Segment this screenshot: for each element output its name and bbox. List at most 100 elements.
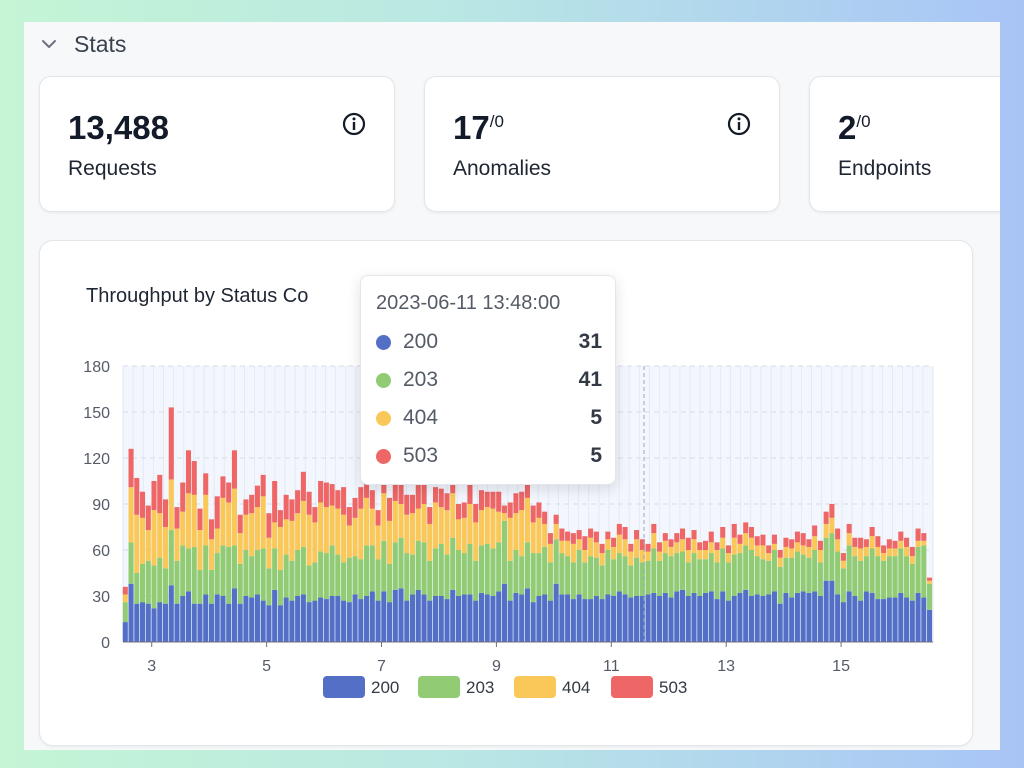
bar-segment-203 [812,550,818,592]
bar-segment-503 [570,533,576,544]
bar-segment-203 [197,569,203,604]
bar-segment-200 [748,596,754,642]
bar-segment-404 [634,539,640,558]
bar-segment-203 [605,550,611,595]
info-icon[interactable] [342,112,366,136]
series-203-dot [376,372,391,388]
bar-segment-404 [421,504,427,543]
tooltip-series-value: 5 [590,406,602,429]
bar-segment-203 [639,562,645,596]
bar-segment-503 [593,531,599,543]
bar-segment-404 [404,514,410,554]
bar-segment-404 [846,533,852,546]
bar-segment-404 [427,523,433,561]
bar-segment-404 [415,508,421,541]
bar-segment-200 [346,602,352,642]
y-tick-label: 150 [83,405,110,422]
bar-segment-203 [329,545,335,596]
info-icon[interactable] [727,112,751,136]
bar-segment-203 [398,537,404,589]
bar-segment-503 [254,485,260,508]
bar-segment-404 [507,517,513,561]
bar-segment-503 [714,542,720,550]
bar-segment-404 [651,533,657,549]
bar-segment-503 [358,487,364,509]
bar-segment-503 [455,504,462,520]
bar-segment-503 [501,505,507,514]
bar-segment-200 [249,597,255,642]
bar-segment-200 [404,600,410,642]
bar-segment-503 [266,513,272,538]
bar-segment-404 [260,496,266,549]
bar-segment-200 [731,596,737,642]
bar-segment-503 [668,539,674,547]
bar-segment-404 [134,514,140,573]
bar-segment-203 [364,545,370,596]
bar-segment-404 [197,530,203,570]
bar-segment-503 [323,482,329,508]
bar-segment-203 [536,553,542,596]
series-503-dot [376,448,391,464]
bar-segment-200 [174,603,180,642]
bar-segment-404 [501,513,507,521]
bar-segment-503 [335,490,341,509]
bar-segment-503 [277,510,283,527]
bar-segment-503 [513,493,519,514]
bar-segment-200 [398,588,404,642]
bar-segment-404 [725,553,732,563]
bar-segment-200 [536,596,542,642]
bar-segment-203 [410,554,416,595]
bar-segment-404 [467,504,473,544]
bar-segment-404 [220,497,226,546]
bar-segment-503 [375,510,381,526]
bar-segment-503 [605,531,611,540]
bar-segment-503 [496,491,502,512]
chevron-down-icon[interactable] [38,33,60,55]
stats-section-toggle[interactable]: Stats [38,28,126,60]
bar-segment-203 [421,542,427,595]
bar-segment-404 [823,523,829,538]
stats-panel: Stats 13,488 Requests 17/0 Anomalies 2/0… [24,22,1000,750]
bar-segment-503 [731,523,737,538]
bar-segment-404 [329,505,335,546]
bar-segment-200 [743,589,749,642]
bar-segment-200 [668,597,674,642]
bar-segment-203 [432,548,439,596]
bar-segment-200 [806,592,812,642]
bar-segment-203 [375,559,381,601]
bar-segment-200 [657,596,663,642]
x-tick-label: 7 [377,658,386,675]
legend-label-503: 503 [659,678,687,697]
bar-segment-200 [892,597,898,642]
bar-segment-404 [657,551,663,561]
bar-segment-404 [208,539,214,570]
bar-segment-203 [484,543,490,595]
bar-segment-203 [840,568,846,603]
bar-segment-404 [904,546,910,557]
bar-segment-203 [341,562,347,601]
bar-segment-200 [605,594,611,642]
bar-segment-200 [881,599,887,642]
bar-segment-404 [565,540,571,557]
bar-segment-503 [226,482,232,503]
bar-segment-503 [352,497,358,518]
bar-segment-203 [289,560,295,601]
bar-segment-200 [909,600,915,642]
bar-segment-503 [611,537,617,547]
bar-segment-200 [162,603,169,642]
bar-segment-200 [335,596,341,642]
bar-segment-404 [214,528,220,554]
bar-segment-203 [869,548,875,593]
bar-segment-200 [197,603,203,642]
bar-segment-503 [616,523,622,535]
bar-segment-200 [254,594,260,642]
bar-segment-203 [611,559,617,596]
bar-segment-200 [760,596,766,642]
bar-segment-503 [748,527,754,538]
bar-segment-404 [593,542,599,558]
bar-segment-203 [524,542,530,589]
bar-segment-200 [323,599,329,642]
bar-segment-203 [892,556,898,598]
bar-segment-200 [312,600,318,642]
bar-segment-404 [392,500,398,543]
